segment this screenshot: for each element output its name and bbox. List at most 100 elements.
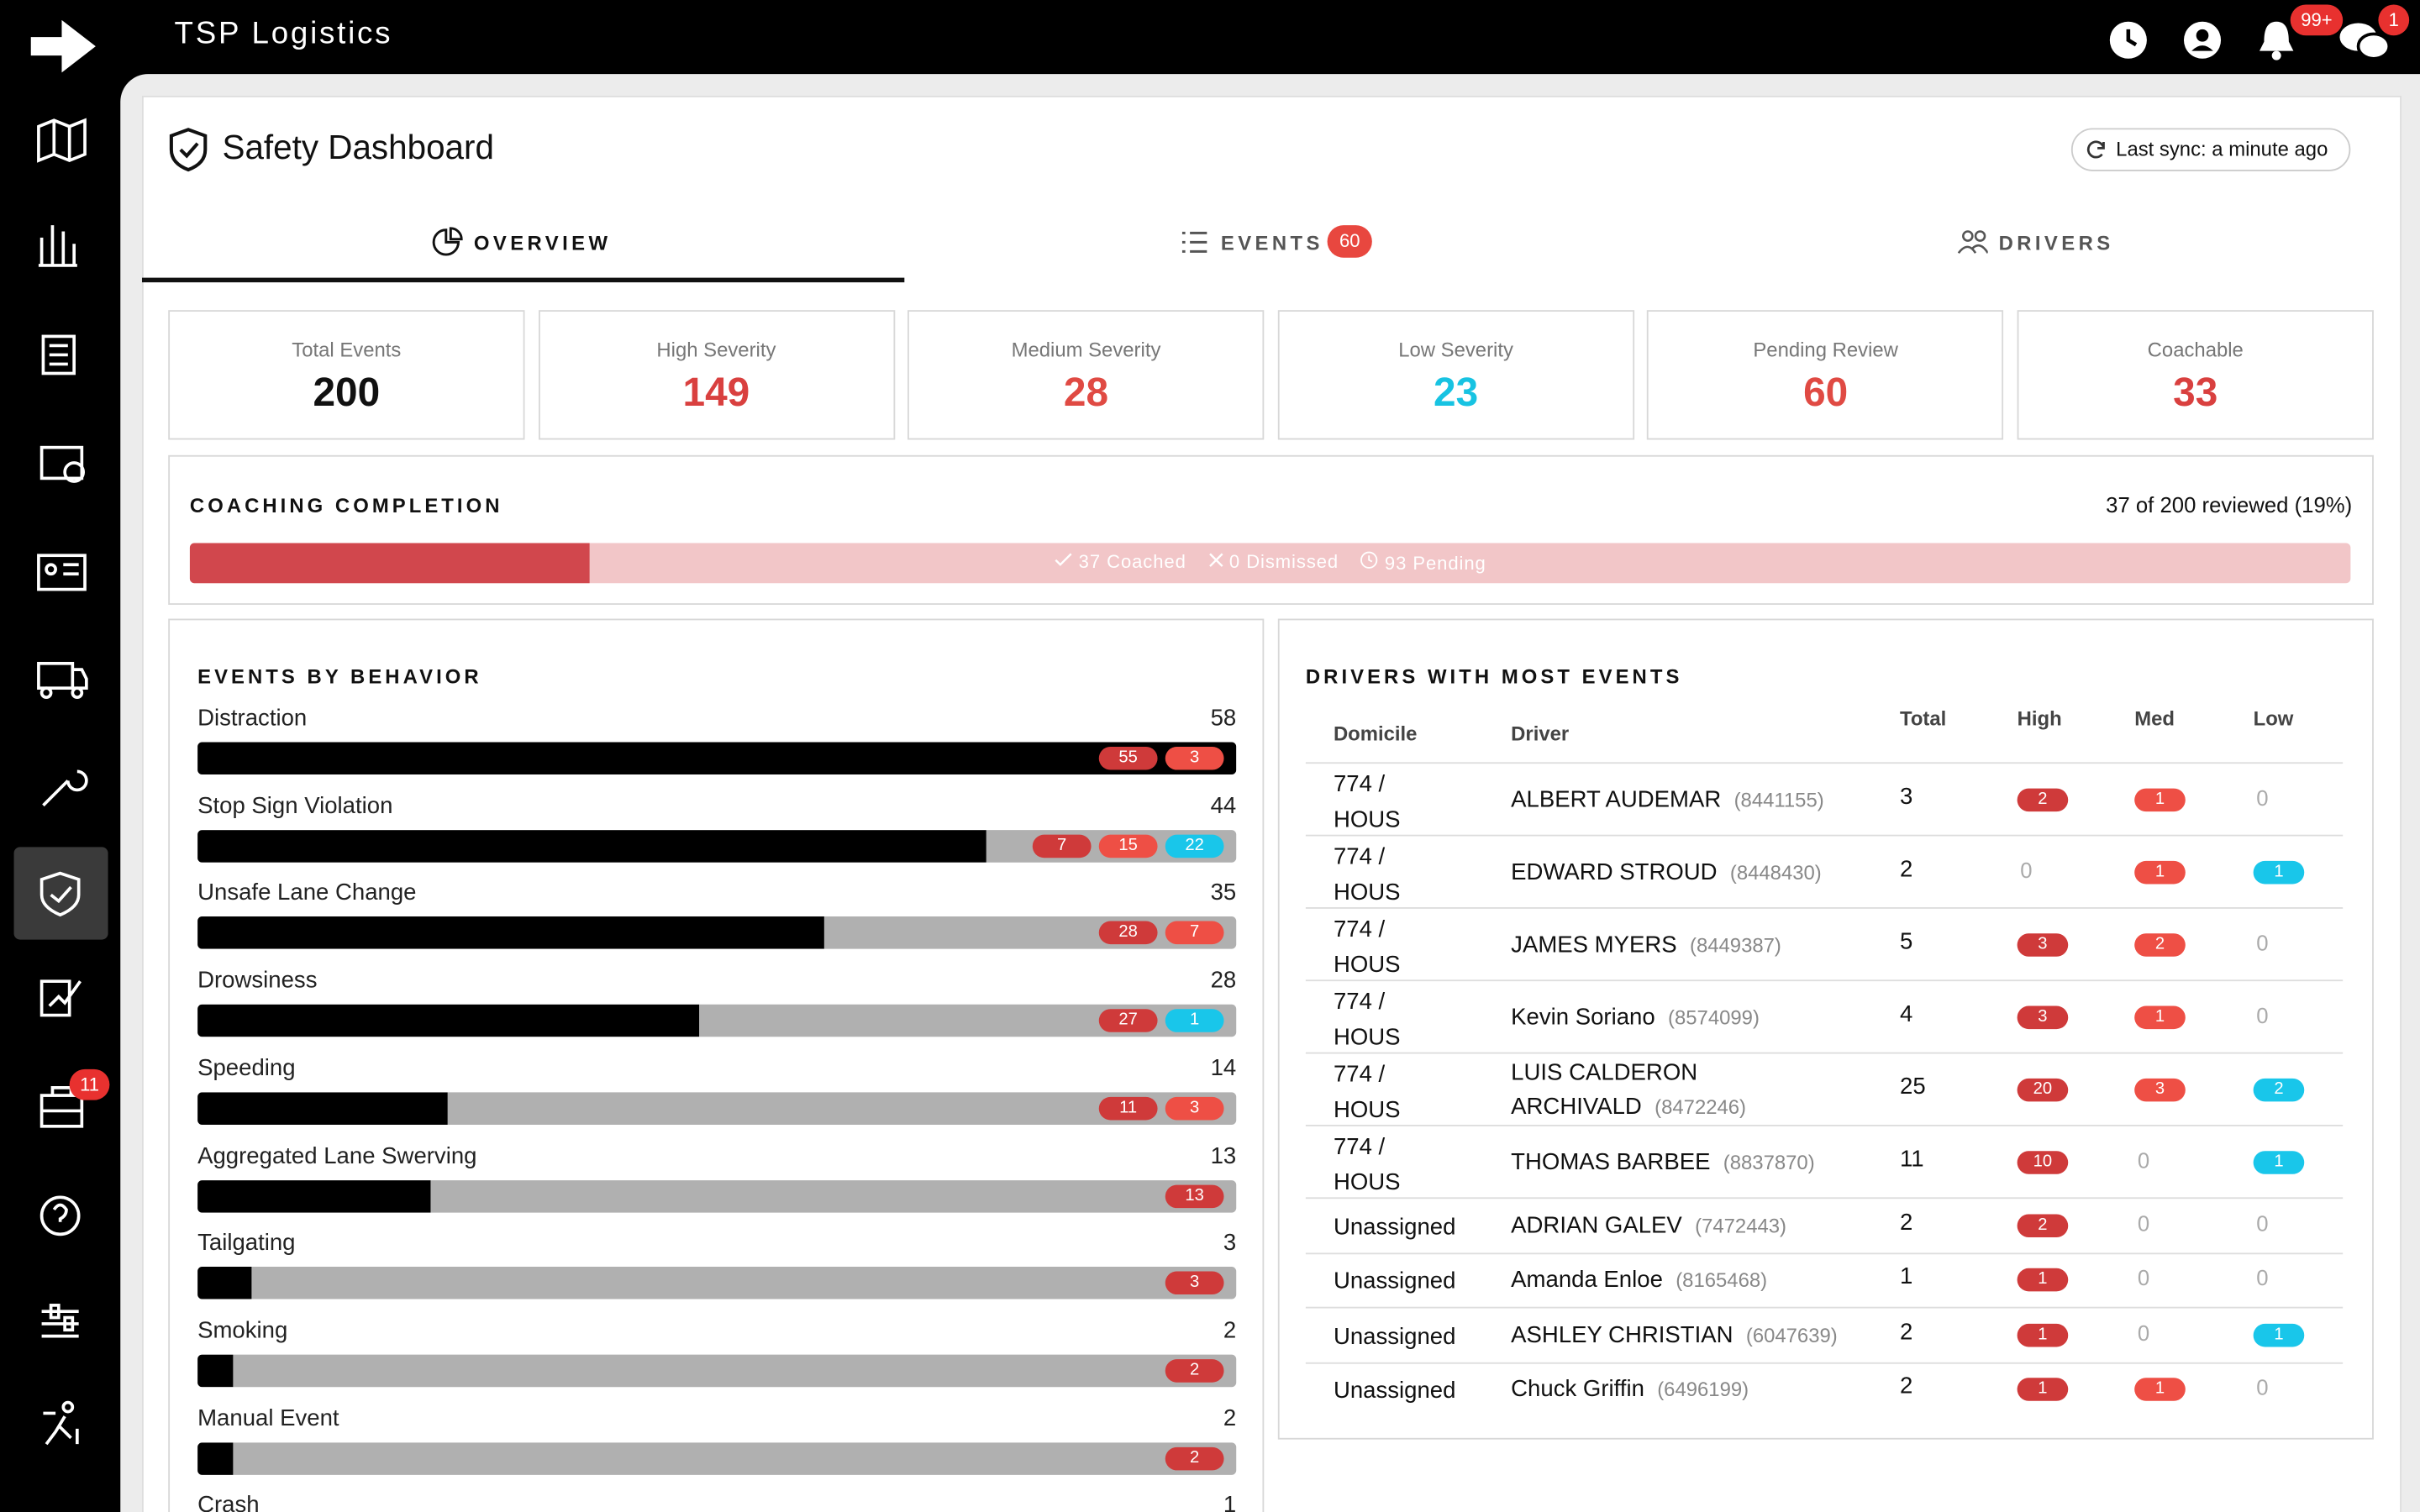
driver-id: (6047639) bbox=[1745, 1323, 1838, 1347]
behavior-track: 1 27 bbox=[197, 1004, 1237, 1037]
zero-count: 0 bbox=[2137, 1210, 2150, 1236]
driver-name: ADRIAN GALEV bbox=[1511, 1212, 1682, 1239]
severity-pill: 55 bbox=[1098, 746, 1158, 770]
history-icon[interactable] bbox=[2107, 18, 2149, 61]
severity-pill: 1 bbox=[2017, 1378, 2069, 1402]
driver-name: ALBERT AUDEMAR bbox=[1511, 785, 1722, 813]
severity-pill: 2 bbox=[2017, 787, 2069, 811]
domicile: 774 / HOUS bbox=[1333, 1133, 1401, 1195]
row-divider bbox=[1305, 834, 2344, 837]
sync-label: Last sync: a minute ago bbox=[2116, 137, 2328, 161]
severity-pill: 15 bbox=[1098, 834, 1158, 858]
behavior-track: 13 bbox=[197, 1179, 1237, 1212]
driver-cell: THOMAS BARBEE (8837870) bbox=[1511, 1146, 1865, 1179]
coaching-legend-label: Dismissed bbox=[1246, 550, 1339, 573]
behavior-bar bbox=[197, 829, 986, 863]
severity-pill: 7 bbox=[1165, 921, 1224, 945]
driver-id: (8441155) bbox=[1733, 787, 1824, 811]
driver-total: 2 bbox=[1900, 1209, 1913, 1236]
coaching-legend-item: 93 Pending bbox=[1360, 551, 1486, 575]
severity-pill: 1 bbox=[2253, 1150, 2305, 1173]
driver-cell: ADRIAN GALEV (7472443) bbox=[1511, 1210, 1865, 1243]
behavior-bar bbox=[197, 1179, 431, 1212]
behavior-total: 28 bbox=[1210, 967, 1237, 995]
column-header: Domicile bbox=[1333, 722, 1418, 746]
severity-pill: 13 bbox=[1165, 1184, 1224, 1208]
domicile: 774 / HOUS bbox=[1333, 916, 1401, 978]
tab-label[interactable]: EVENTS bbox=[1220, 231, 1323, 255]
behavior-total: 2 bbox=[1223, 1317, 1237, 1344]
row-divider bbox=[1305, 1252, 2344, 1254]
severity-pill: 2 bbox=[1165, 1446, 1224, 1470]
severity-pill: 7 bbox=[1032, 834, 1092, 858]
behavior-name: Tailgating bbox=[197, 1230, 296, 1257]
coaching-legend-count: 0 bbox=[1228, 550, 1241, 573]
coaching-legend-count: 37 bbox=[1078, 550, 1102, 573]
severity-pill: 10 bbox=[2017, 1150, 2069, 1173]
driver-total: 11 bbox=[1900, 1145, 1924, 1173]
driver-cell: ASHLEY CHRISTIAN (6047639) bbox=[1511, 1319, 1865, 1352]
notifications-icon[interactable] bbox=[2256, 18, 2296, 61]
severity-pill: 1 bbox=[2134, 1378, 2186, 1402]
severity-pill: 11 bbox=[1098, 1096, 1158, 1121]
logo[interactable] bbox=[28, 15, 98, 80]
driver-cell: LUIS CALDERON ARCHIVALD (8472246) bbox=[1511, 1056, 1865, 1124]
driver-cell: Chuck Griffin (6496199) bbox=[1511, 1373, 1865, 1407]
driver-total: 2 bbox=[1900, 1373, 1913, 1400]
behavior-title: EVENTS BY BEHAVIOR bbox=[197, 664, 482, 689]
stat-value: 200 bbox=[313, 368, 381, 416]
driver-cell: JAMES MYERS (8449387) bbox=[1511, 928, 1865, 962]
stat-label: Medium Severity bbox=[1011, 338, 1161, 361]
behavior-total: 1 bbox=[1223, 1492, 1237, 1512]
severity-pill: 3 bbox=[2134, 1077, 2186, 1101]
tab-label[interactable]: DRIVERS bbox=[1998, 231, 2114, 255]
severity-pill: 20 bbox=[2017, 1077, 2069, 1101]
coaching-legend: 37 Coached 0 Dismissed 93 Pending bbox=[190, 550, 2350, 575]
behavior-name: Manual Event bbox=[197, 1404, 339, 1431]
sidebar-icons[interactable] bbox=[0, 108, 120, 1466]
coaching-track: 37 Coached 0 Dismissed 93 Pending bbox=[189, 543, 2351, 584]
behavior-track: 2 bbox=[197, 1441, 1237, 1475]
severity-pill: 28 bbox=[1098, 921, 1158, 945]
stat-label: Total Events bbox=[292, 338, 402, 361]
coaching-progress bbox=[189, 543, 590, 584]
driver-id: (8574099) bbox=[1668, 1005, 1760, 1029]
tab-label[interactable]: OVERVIEW bbox=[473, 231, 612, 255]
stat-value: 60 bbox=[1803, 368, 1849, 416]
driver-total: 4 bbox=[1900, 1000, 1913, 1027]
stat-card: Low Severity 23 bbox=[1277, 310, 1634, 440]
zero-count: 0 bbox=[2137, 1147, 2150, 1173]
page-title: Safety Dashboard bbox=[222, 128, 494, 167]
behavior-total: 58 bbox=[1210, 705, 1237, 732]
messages-icon[interactable] bbox=[2337, 18, 2392, 65]
driver-total: 2 bbox=[1900, 855, 1913, 882]
behavior-total: 2 bbox=[1223, 1404, 1237, 1431]
behavior-box: EVENTS BY BEHAVIOR Distraction 58 3 55 Stop S… bbox=[168, 618, 1265, 1512]
sync-button[interactable]: Last sync: a minute ago bbox=[2070, 128, 2351, 171]
row-divider bbox=[1305, 762, 2344, 764]
behavior-bar bbox=[197, 1004, 699, 1037]
driver-total: 3 bbox=[1900, 783, 1913, 810]
behavior-bar bbox=[197, 1354, 234, 1388]
stat-card: Medium Severity 28 bbox=[908, 310, 1265, 440]
tab-badge: 60 bbox=[1327, 225, 1372, 258]
behavior-name: Stop Sign Violation bbox=[197, 792, 393, 819]
behavior-total: 14 bbox=[1210, 1054, 1237, 1082]
driver-cell: EDWARD STROUD (8448430) bbox=[1511, 855, 1865, 889]
account-icon[interactable] bbox=[2182, 20, 2223, 60]
behavior-total: 35 bbox=[1210, 879, 1237, 906]
severity-pill: 22 bbox=[1165, 834, 1224, 858]
driver-name: Amanda Enloe bbox=[1511, 1267, 1663, 1294]
zero-count: 0 bbox=[2256, 1265, 2269, 1290]
behavior-total: 3 bbox=[1223, 1230, 1237, 1257]
severity-pill: 2 bbox=[2134, 932, 2186, 956]
driver-id: (8165468) bbox=[1676, 1268, 1768, 1292]
zero-count: 0 bbox=[2256, 1001, 2269, 1027]
behavior-bar bbox=[197, 916, 825, 950]
severity-pill: 1 bbox=[2017, 1323, 2069, 1347]
coaching-legend-label: Pending bbox=[1413, 552, 1486, 575]
tab-icon bbox=[1179, 227, 1210, 258]
